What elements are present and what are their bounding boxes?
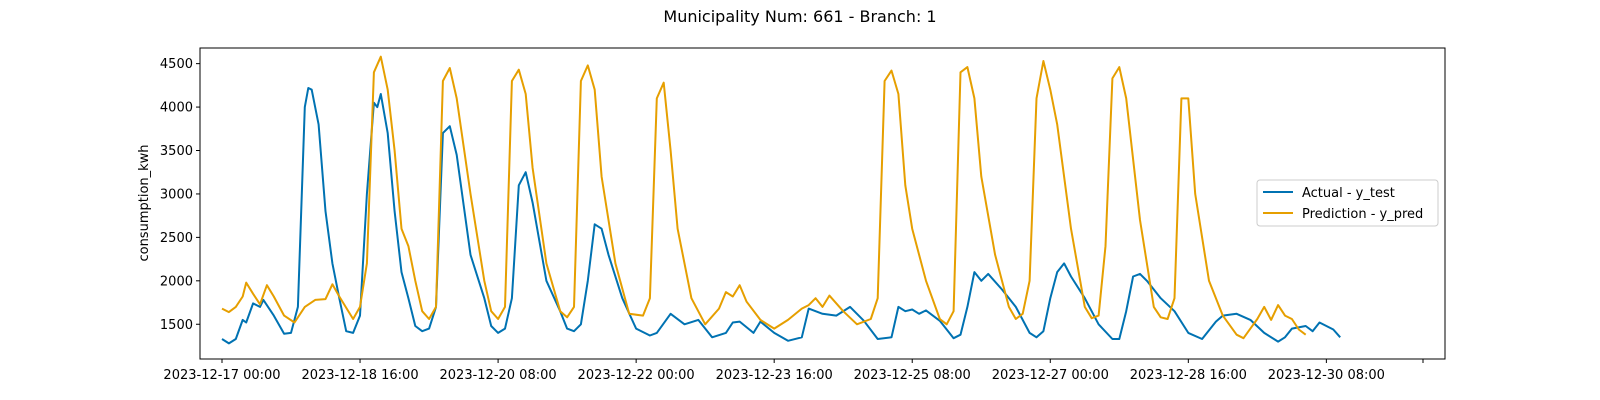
legend-label-actual: Actual - y_test <box>1302 186 1395 201</box>
x-tick-label: 2023-12-20 08:00 <box>440 368 557 383</box>
y-tick-label: 4500 <box>160 57 193 72</box>
x-tick-label: 2023-12-28 16:00 <box>1130 368 1247 383</box>
x-axis: 2023-12-17 00:00 2023-12-18 16:00 2023-12-… <box>163 359 1424 383</box>
series-group <box>221 55 1341 345</box>
legend-label-prediction: Prediction - y_pred <box>1302 207 1423 222</box>
plot-area <box>199 47 1446 360</box>
y-tick-label: 3000 <box>160 187 193 202</box>
x-tick-label: 2023-12-17 00:00 <box>163 368 280 383</box>
series-line-prediction <box>221 55 1307 340</box>
chart-title: Municipality Num: 661 - Branch: 1 <box>663 7 936 26</box>
y-axis-label: consumption_kwh <box>137 144 152 261</box>
legend: Actual - y_test Prediction - y_pred <box>1256 179 1439 227</box>
legend-box <box>1256 179 1439 227</box>
x-tick-label: 2023-12-18 16:00 <box>301 368 418 383</box>
x-tick-label: 2023-12-27 00:00 <box>992 368 1109 383</box>
x-tick-label: 2023-12-30 08:00 <box>1268 368 1385 383</box>
x-tick-label: 2023-12-25 08:00 <box>854 368 971 383</box>
y-tick-label: 4000 <box>160 101 193 116</box>
y-tick-label: 2500 <box>160 231 193 246</box>
y-tick-label: 3500 <box>160 144 193 159</box>
x-tick-label: 2023-12-22 00:00 <box>578 368 695 383</box>
y-axis: 1500 2000 2500 3000 3500 4000 4500 <box>160 57 200 333</box>
y-tick-label: 2000 <box>160 274 193 289</box>
series-line-actual <box>221 87 1341 345</box>
x-tick-label: 2023-12-23 16:00 <box>716 368 833 383</box>
y-tick-label: 1500 <box>160 318 193 333</box>
